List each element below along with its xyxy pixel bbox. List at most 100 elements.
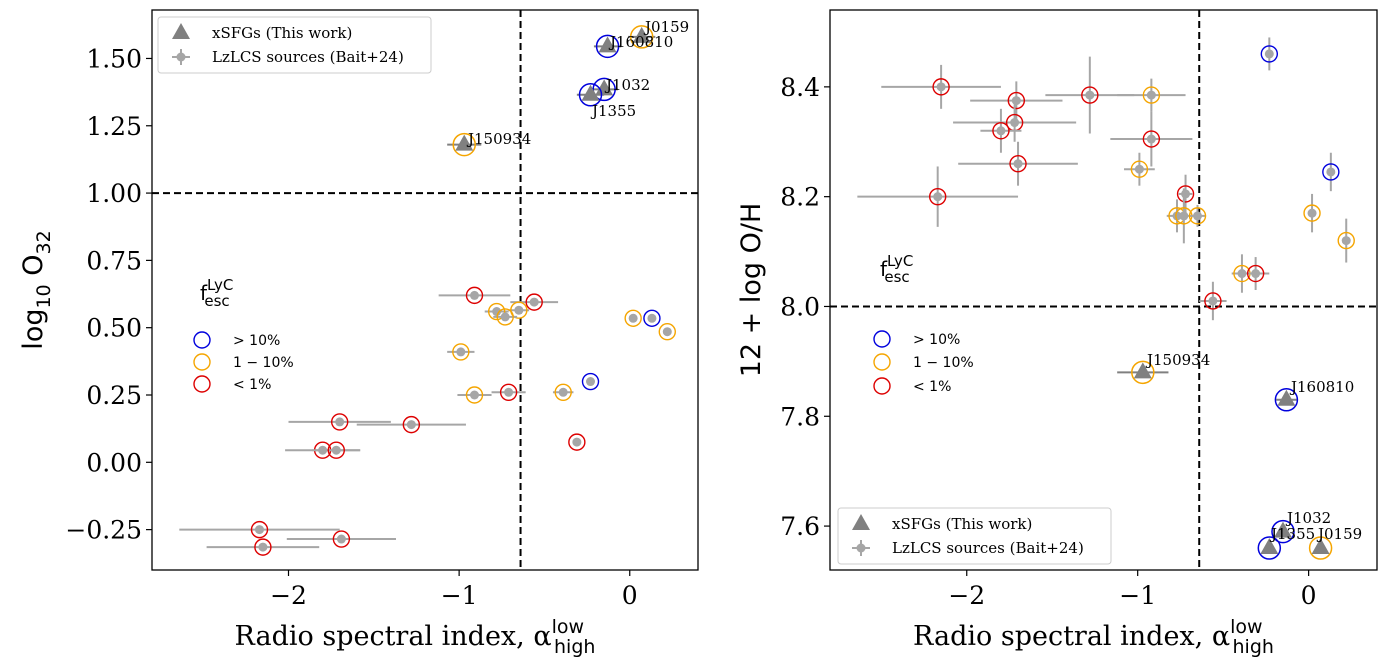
x-tick-label: 0 [1301, 581, 1317, 610]
source-annotation: J150934 [1145, 351, 1210, 369]
y-axis-label: 12 + log O/H [736, 203, 767, 378]
xsfg-point: J1032 [1271, 509, 1331, 544]
lzlcs-point [356, 415, 466, 434]
fesc-ring [1337, 231, 1355, 250]
xsfg-point: J160810 [593, 33, 673, 59]
source-annotation: J0159 [1316, 525, 1362, 543]
lzlcs-marker [1341, 236, 1351, 246]
y-axis-label: log10 O32 [18, 230, 55, 349]
fesc-ring [1271, 519, 1295, 544]
x-axis-label: Radio spectral index, αlow high [913, 616, 1274, 657]
fesc-ring [465, 286, 484, 305]
lzlcs-marker [1179, 211, 1189, 221]
y-tick-label: 1.00 [86, 179, 142, 208]
fesc-ring [1322, 163, 1340, 181]
fesc-legend: fLyC esc > 10% 1 − 10% < 1% [873, 252, 974, 395]
lzlcs-marker [1134, 164, 1144, 174]
fesc-ring [932, 78, 950, 96]
lzlcs-point [552, 383, 574, 402]
lzlcs-marker [933, 192, 943, 202]
fesc-ring [658, 323, 676, 341]
lzlcs-marker [492, 307, 502, 317]
lzlcs-marker [662, 327, 672, 337]
lzlcs-point [206, 538, 320, 556]
fesc-legend-ring [193, 375, 211, 393]
lzlcs-marker [1146, 134, 1156, 144]
xsfg-point: J0159 [1308, 525, 1362, 560]
lzlcs-marker [1181, 189, 1191, 199]
xsfg-triangle-marker [1133, 362, 1152, 379]
lzlcs-point [958, 141, 1078, 186]
plot-frame [151, 9, 699, 571]
fesc-ring [499, 383, 518, 402]
fesc-ring [452, 132, 476, 157]
fesc-legend: fLyC esc > 10% 1 − 10% < 1% [193, 276, 294, 393]
y-tick-label: 1.50 [86, 44, 142, 73]
source-annotation: J150934 [466, 130, 531, 148]
fesc-title: fLyC esc [880, 252, 913, 286]
fesc-ring [643, 309, 661, 327]
legend-box [157, 16, 432, 74]
y-tick-label: 7.6 [780, 512, 820, 541]
fesc-ring [487, 302, 506, 321]
fesc-legend-label: 1 − 10% [233, 355, 294, 371]
lzlcs-marker [1085, 90, 1095, 100]
fesc-ring [1081, 86, 1099, 104]
fesc-ring [465, 386, 484, 404]
xsfg-triangle-marker [1311, 538, 1330, 555]
legend-entry-xsfgs: xSFGs (This work) [892, 515, 1032, 533]
fesc-ring [928, 187, 947, 206]
fesc-ring [330, 413, 349, 431]
lzlcs-point [970, 81, 1063, 120]
lzlcs-point [1117, 78, 1186, 112]
lzlcs-point [1110, 111, 1193, 167]
fesc-ring [327, 441, 345, 459]
lzlcs-marker [1307, 208, 1317, 218]
fesc-ring [1303, 204, 1321, 222]
lzlcs-marker [558, 387, 568, 397]
lzlcs-point [484, 302, 509, 321]
x-tick-label: −2 [948, 581, 985, 610]
lzlcs-marker [1146, 90, 1156, 100]
lzlcs-point [447, 343, 475, 361]
fesc-ring [1142, 130, 1161, 148]
fesc-ring [578, 83, 603, 107]
lzlcs-point [857, 166, 1019, 227]
x-tick-label: 0 [622, 581, 638, 610]
fesc-ring [510, 301, 528, 319]
lzlcs-point [457, 386, 492, 404]
lzlcs-marker [254, 525, 264, 535]
fesc-ring [452, 343, 470, 361]
lzlcs-marker [1208, 296, 1218, 306]
y-tick-label: 0.75 [86, 246, 142, 275]
fesc-ring [254, 538, 272, 556]
lzlcs-point [179, 520, 340, 539]
fesc-ring [1142, 86, 1161, 104]
lzlcs-marker [1264, 49, 1274, 59]
lzlcs-marker [628, 313, 638, 323]
legend-box [837, 507, 1112, 565]
lzlcs-point [1322, 152, 1340, 192]
lzlcs-point [953, 103, 1077, 142]
lzlcs-marker [529, 297, 539, 307]
xsfg-triangle-marker [581, 84, 600, 101]
fesc-title: fLyC esc [200, 276, 233, 310]
xsfg-point: J1032 [590, 76, 650, 102]
fesc-legend-ring [873, 377, 891, 395]
lzlcs-marker [500, 312, 510, 322]
lzlcs-point [1241, 257, 1270, 290]
lzlcs-point [881, 64, 1001, 109]
lzlcs-point [491, 383, 526, 402]
fesc-ring [1007, 91, 1026, 110]
lzlcs-marker [936, 82, 946, 92]
fesc-ring [992, 122, 1010, 140]
lzlcs-point [658, 323, 676, 341]
left-panel-o32: −2 −1 0 −0.25 0.00 0.25 0.50 0.75 1.00 1.25 1.50 Ra… [18, 9, 699, 657]
lzlcs-marker [996, 126, 1006, 136]
fesc-ring [1274, 388, 1299, 412]
lzlcs-marker [1011, 96, 1021, 106]
source-annotation: J1355 [1269, 525, 1315, 543]
lzlcs-marker [331, 445, 341, 455]
y-tick-label: 0.00 [86, 448, 142, 477]
fesc-ring [629, 25, 654, 49]
